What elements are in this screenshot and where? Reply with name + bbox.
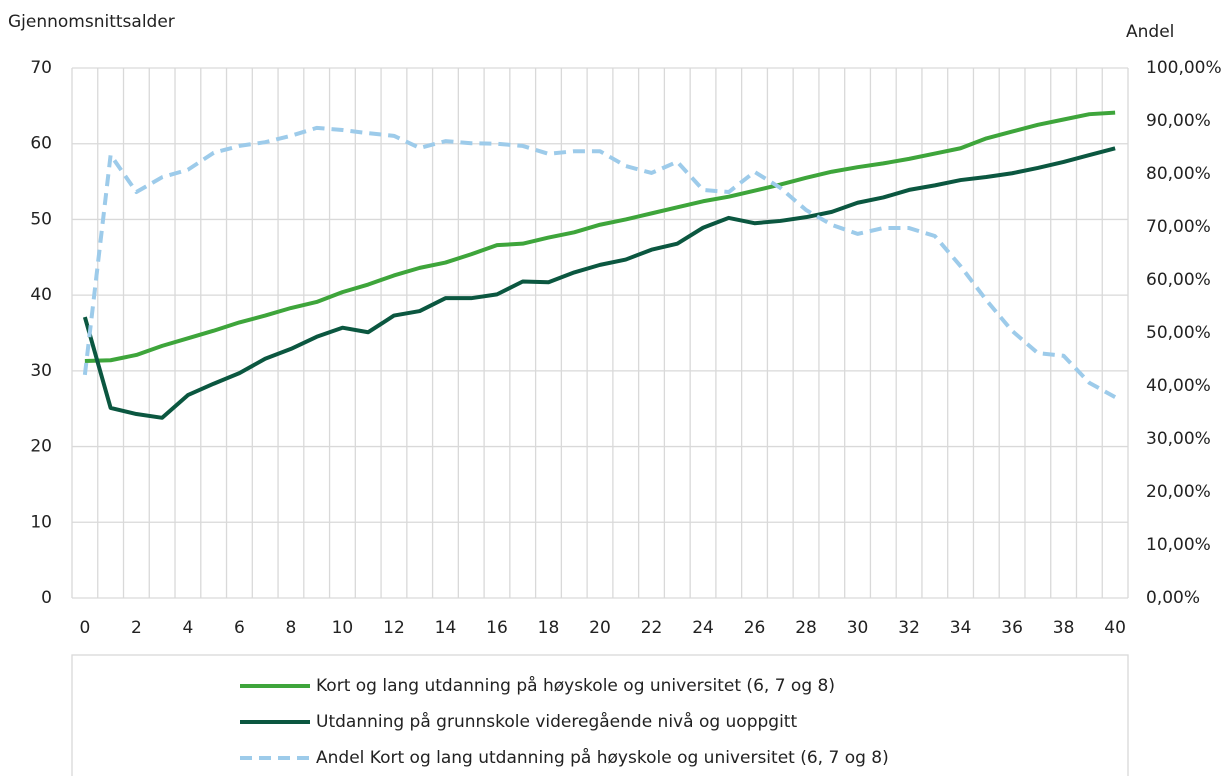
x-tick-label: 28 — [795, 618, 817, 638]
y2-axis-title: Andel — [1126, 22, 1174, 42]
y2-tick-label: 80,00% — [1146, 164, 1211, 184]
y2-tick-label: 0,00% — [1146, 588, 1200, 608]
legend-label: Kort og lang utdanning på høyskole og un… — [316, 675, 835, 696]
series-line — [84, 110, 1116, 364]
y2-tick-label: 40,00% — [1146, 376, 1211, 396]
y-tick-label: 40 — [30, 285, 52, 305]
x-tick-label: 20 — [589, 618, 611, 638]
y2-tick-label: 50,00% — [1146, 323, 1211, 343]
x-tick-label: 14 — [435, 618, 457, 638]
x-tick-label: 10 — [332, 618, 354, 638]
y2-tick-label: 60,00% — [1146, 270, 1211, 290]
y-axis-title: Gjennomsnittsalder — [8, 12, 175, 32]
y2-tick-label: 30,00% — [1146, 429, 1211, 449]
x-tick-label: 2 — [131, 618, 142, 638]
x-tick-label: 30 — [847, 618, 869, 638]
legend-label: Andel Kort og lang utdanning på høyskole… — [316, 747, 889, 768]
x-tick-label: 26 — [744, 618, 766, 638]
y-tick-label: 20 — [30, 437, 52, 457]
y2-tick-label: 100,00% — [1146, 58, 1222, 78]
x-tick-label: 0 — [79, 618, 90, 638]
x-tick-label: 8 — [286, 618, 297, 638]
x-tick-label: 16 — [486, 618, 508, 638]
y-tick-label: 0 — [41, 588, 52, 608]
y-tick-label: 10 — [30, 512, 52, 532]
series-line — [82, 125, 1117, 399]
x-tick-label: 32 — [898, 618, 920, 638]
y-tick-label: 50 — [30, 209, 52, 229]
x-tick-label: 12 — [383, 618, 405, 638]
x-tick-label: 4 — [182, 618, 193, 638]
legend-box — [71, 654, 1129, 776]
y2-tick-label: 90,00% — [1146, 111, 1211, 131]
x-tick-label: 24 — [692, 618, 714, 638]
y-tick-label: 30 — [30, 361, 52, 381]
x-tick-label: 6 — [234, 618, 245, 638]
legend-label: Utdanning på grunnskole videregående niv… — [316, 711, 797, 732]
x-tick-label: 34 — [950, 618, 972, 638]
y-tick-label: 70 — [30, 58, 52, 78]
x-tick-label: 22 — [641, 618, 663, 638]
y2-tick-label: 20,00% — [1146, 482, 1211, 502]
y-tick-label: 60 — [30, 134, 52, 154]
x-tick-label: 36 — [1001, 618, 1023, 638]
x-tick-label: 38 — [1053, 618, 1075, 638]
series-line — [82, 146, 1116, 420]
y2-tick-label: 70,00% — [1146, 217, 1211, 237]
x-tick-label: 18 — [538, 618, 560, 638]
y2-tick-label: 10,00% — [1146, 535, 1211, 555]
x-tick-label: 40 — [1104, 618, 1126, 638]
